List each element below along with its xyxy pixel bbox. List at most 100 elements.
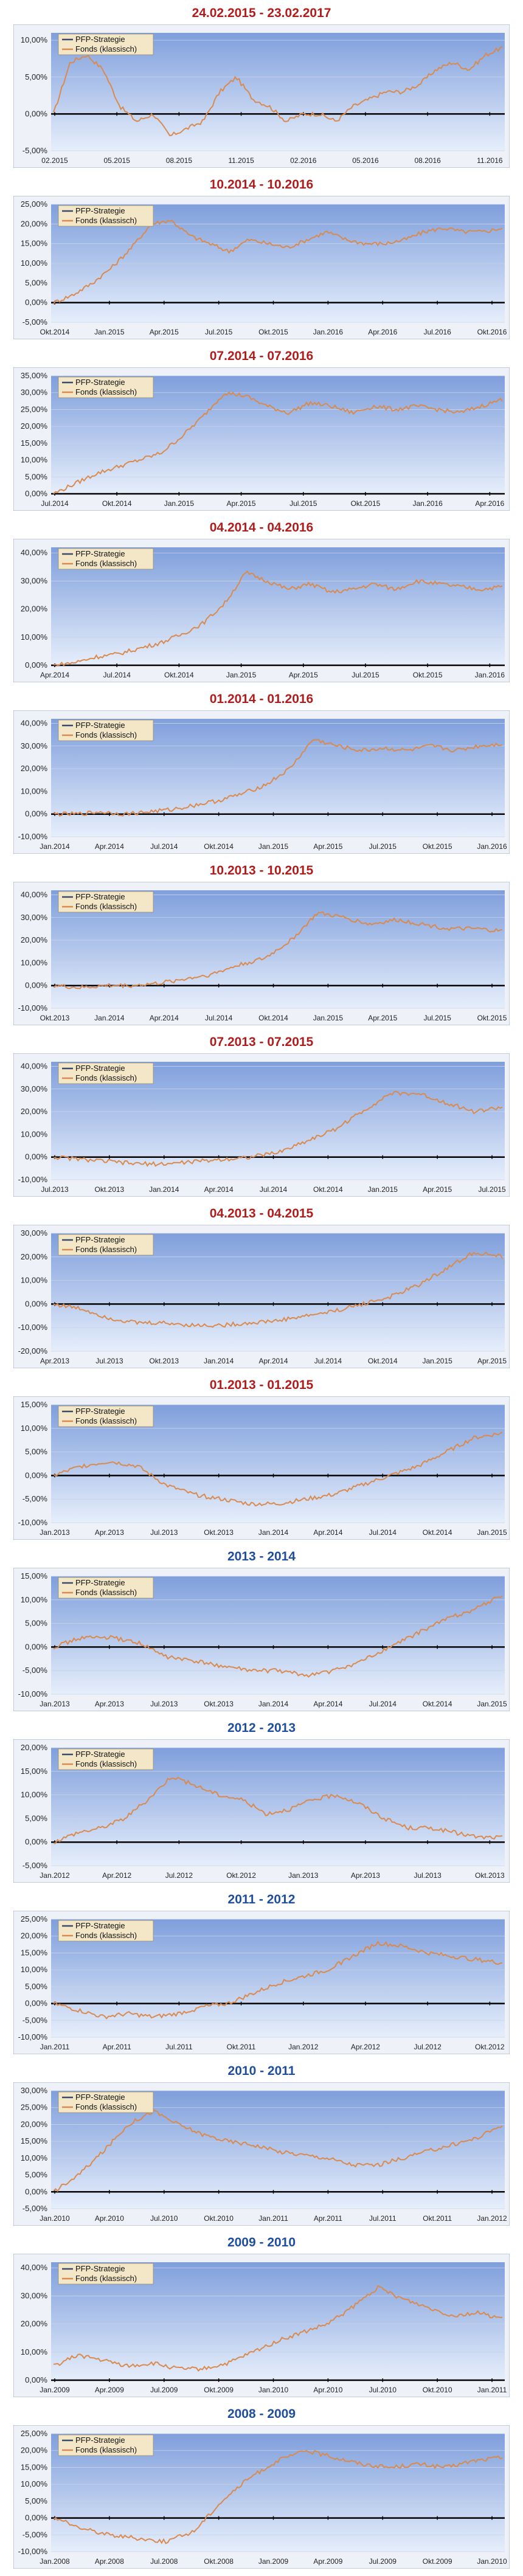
x-tick-label: Jan.2015: [258, 842, 289, 851]
y-tick-label: 15,00%: [21, 1948, 48, 1957]
x-tick-label: Jan.2010: [477, 2557, 507, 2566]
x-tick-label: Jan.2012: [288, 2043, 319, 2051]
y-tick-label: 5,00%: [25, 472, 47, 481]
x-tick-label: 08.2016: [414, 156, 441, 165]
series-line-fonds: [53, 1432, 503, 1507]
y-tick-label: 5,00%: [25, 72, 47, 81]
legend-label-fonds: Fonds (klassisch): [75, 1588, 137, 1597]
chart-title: 2011 - 2012: [227, 1892, 296, 1906]
legend-label-pfp: PFP-Strategie: [75, 1064, 125, 1073]
legend-box: [58, 1748, 154, 1770]
x-tick-label: Okt.2014: [368, 1357, 398, 1365]
chart-frame: 25,00% 20,00% 15,00% 10,00% 5,00% 0,00% -5,00%…: [13, 196, 510, 339]
x-tick-label: Jul.2013: [150, 1700, 178, 1708]
legend-box: [58, 1405, 154, 1427]
x-tick-label: Jan.2015: [226, 671, 257, 679]
y-tick-label: 20,00%: [21, 2319, 48, 2328]
y-tick-label: -5,00%: [23, 2204, 48, 2213]
x-tick-label: Apr.2014: [150, 1014, 179, 1022]
chart-title: 01.2013 - 01.2015: [209, 1378, 314, 1392]
y-tick-label: 0,00%: [25, 1642, 47, 1651]
y-tick-label: 0,00%: [25, 809, 47, 819]
chart-frame: 15,00% 10,00% 5,00% 0,00% -5,00% -10,00% Jan.2…: [13, 1396, 510, 1540]
chart-frame: 40,00% 30,00% 20,00% 10,00% 0,00% -10,00% Okt.…: [13, 882, 510, 1025]
chart-panel: 10.2014 - 10.2016 25,00% 20,00% 15,00% 10,00…: [0, 175, 523, 347]
y-tick-label: -10,00%: [18, 2032, 48, 2041]
y-tick-label: -5,00%: [23, 146, 48, 155]
y-tick-label: 10,00%: [21, 786, 48, 795]
x-tick-label: Apr.2014: [313, 1528, 342, 1537]
y-tick-label: 15,00%: [21, 1400, 48, 1409]
y-tick-label: 0,00%: [25, 489, 47, 498]
legend-label-pfp: PFP-Strategie: [75, 378, 125, 387]
chart-title: 10.2013 - 10.2015: [209, 864, 314, 878]
x-tick-label: Jan.2013: [288, 1871, 319, 1880]
x-tick-label: Jul.2009: [150, 2386, 178, 2394]
x-tick-label: Apr.2015: [368, 1014, 397, 1022]
y-tick-label: 20,00%: [21, 1743, 48, 1752]
legend-label-fonds: Fonds (klassisch): [75, 44, 137, 54]
x-tick-label: Jul.2015: [352, 671, 379, 679]
y-tick-label: 5,00%: [25, 1619, 47, 1628]
chart-frame: 40,00% 30,00% 20,00% 10,00% 0,00% -10,00% Jul.…: [13, 1053, 510, 1197]
chart-frame: 35,00% 30,00% 25,00% 20,00% 15,00% 10,00% 5,00…: [13, 367, 510, 511]
y-tick-label: 0,00%: [25, 1152, 47, 1162]
x-tick-label: Jul.2011: [369, 2214, 397, 2223]
chart-title: 07.2013 - 07.2015: [209, 1035, 314, 1049]
legend-box: [58, 1577, 154, 1599]
y-tick-label: 20,00%: [21, 764, 48, 773]
x-tick-label: Apr.2013: [40, 1357, 69, 1365]
x-tick-label: Apr.2015: [150, 328, 179, 336]
chart-title: 04.2014 - 04.2016: [209, 521, 314, 535]
x-tick-label: Jan.2015: [368, 1185, 398, 1194]
chart-title: 10.2014 - 10.2016: [209, 178, 314, 192]
line-chart: 40,00%30,00%20,00%10,00%0,00%-10,00%Jan.…: [13, 710, 510, 854]
y-tick-label: 10,00%: [21, 1276, 48, 1285]
x-tick-label: Apr.2013: [95, 1700, 124, 1708]
x-tick-label: Jan.2016: [475, 671, 505, 679]
chart-panel: 10.2013 - 10.2015 40,00% 30,00% 20,00% 10,00…: [0, 861, 523, 1033]
chart-panel: 07.2014 - 07.2016 35,00% 30,00% 25,00% 20,00…: [0, 347, 523, 518]
y-tick-label: 10,00%: [21, 2347, 48, 2356]
x-tick-label: Okt.2015: [423, 842, 452, 851]
chart-title: 07.2014 - 07.2016: [209, 349, 314, 363]
y-tick-label: 10,00%: [21, 2153, 48, 2162]
x-tick-label: Okt.2014: [423, 1528, 452, 1537]
y-tick-label: 30,00%: [21, 2086, 48, 2095]
legend-label-fonds: Fonds (klassisch): [75, 1759, 137, 1768]
chart-frame: 40,00% 30,00% 20,00% 10,00% 0,00% Jan.2009 Apr…: [13, 2254, 510, 2397]
y-tick-label: 5,00%: [25, 278, 47, 287]
legend-label-pfp: PFP-Strategie: [75, 206, 125, 215]
x-tick-label: 02.2015: [41, 156, 68, 165]
x-tick-label: Apr.2015: [313, 842, 342, 851]
series-line-fonds: [53, 739, 503, 817]
x-tick-label: Okt.2013: [40, 1014, 70, 1022]
x-tick-label: Jul.2013: [414, 1871, 442, 1880]
x-tick-label: Jul.2010: [369, 2386, 397, 2394]
y-tick-label: 15,00%: [21, 2136, 48, 2145]
y-tick-label: 0,00%: [25, 1470, 47, 1480]
y-tick-label: 15,00%: [21, 1767, 48, 1776]
y-tick-label: 10,00%: [21, 455, 48, 465]
legend-label-fonds: Fonds (klassisch): [75, 1245, 137, 1254]
y-tick-label: 20,00%: [21, 421, 48, 431]
series-line-fonds: [53, 2450, 503, 2544]
legend-label-pfp: PFP-Strategie: [75, 721, 125, 730]
x-tick-label: 11.2016: [477, 156, 503, 165]
legend-label-fonds: Fonds (klassisch): [75, 2102, 137, 2111]
legend-box: [58, 2091, 154, 2113]
y-tick-label: 40,00%: [21, 890, 48, 899]
line-chart: 20,00%15,00%10,00%5,00%0,00%-5,00%Jan.20…: [13, 1739, 510, 1883]
x-tick-label: Jan.2014: [149, 1185, 179, 1194]
x-tick-label: Jul.2014: [369, 1700, 397, 1708]
x-tick-label: Jan.2014: [40, 842, 70, 851]
y-tick-label: 10,00%: [21, 958, 48, 967]
y-tick-label: 0,00%: [25, 660, 47, 670]
y-tick-label: 15,00%: [21, 2462, 48, 2471]
x-tick-label: Jan.2009: [258, 2557, 289, 2566]
y-tick-label: -10,00%: [18, 1003, 48, 1013]
y-tick-label: 0,00%: [25, 1999, 47, 2008]
